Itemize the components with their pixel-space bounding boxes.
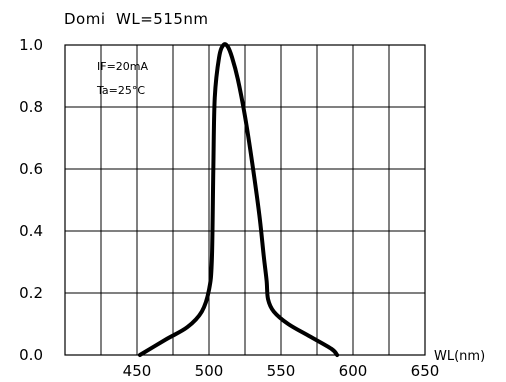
annotation-temperature: Ta=25°C bbox=[96, 84, 145, 97]
x-axis: 450 500 550 600 650 bbox=[123, 362, 440, 380]
x-tick-label-4: 500 bbox=[195, 362, 224, 380]
x-tick-label-2: 450 bbox=[123, 362, 152, 380]
plot-frame bbox=[64, 44, 426, 356]
y-tick-label-3: 0.6 bbox=[19, 160, 43, 178]
y-tick-label-4: 0.8 bbox=[19, 98, 43, 116]
x-tick-label-10: 650 bbox=[411, 362, 440, 380]
y-axis: 0.0 0.2 0.4 0.6 0.8 1.0 bbox=[19, 36, 43, 364]
x-tick-label-6: 550 bbox=[267, 362, 296, 380]
series-group bbox=[137, 42, 340, 357]
y-tick-label-2: 0.4 bbox=[19, 222, 43, 240]
x-tick-label-8: 600 bbox=[339, 362, 368, 380]
annotation-current: IF=20mA bbox=[97, 60, 149, 73]
y-tick-label-1: 0.2 bbox=[19, 284, 43, 302]
series-line-0 bbox=[137, 42, 340, 357]
chart-title: Domi WL=515nm bbox=[64, 10, 209, 28]
y-tick-label-5: 1.0 bbox=[19, 36, 43, 54]
y-tick-label-0: 0.0 bbox=[19, 346, 43, 364]
x-axis-label: WL(nm) bbox=[434, 349, 485, 364]
